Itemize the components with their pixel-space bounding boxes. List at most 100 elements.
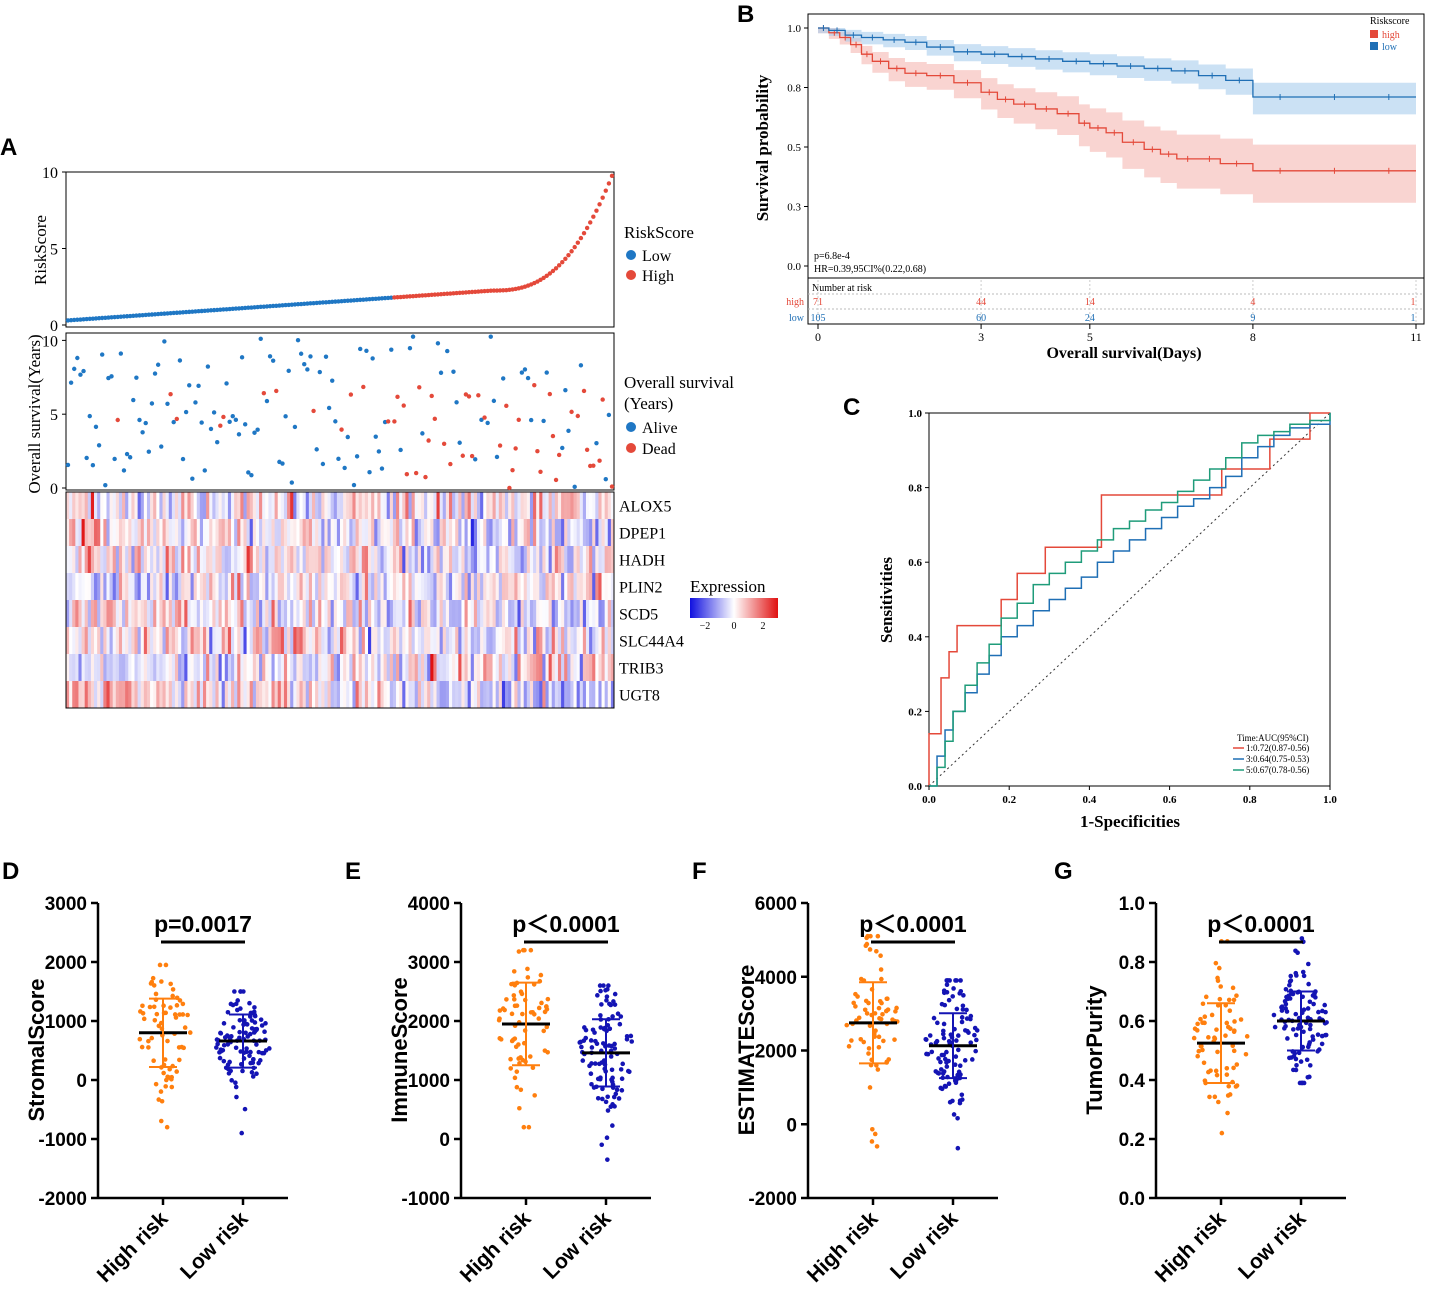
survival-ytick-label: 5 — [50, 407, 58, 424]
heatmap-cell — [545, 519, 550, 547]
heatmap-cell — [75, 600, 79, 628]
heatmap-cell — [371, 627, 375, 655]
heatmap-cell — [240, 600, 244, 628]
heatmap-cell — [237, 573, 241, 601]
heatmap-cell — [171, 573, 176, 601]
heatmap-cell — [287, 681, 291, 709]
survival-dot-alive — [435, 341, 441, 346]
survival-dot-dead — [274, 388, 279, 394]
heatmap-cell — [579, 492, 584, 520]
heatmap-cell — [87, 492, 92, 520]
heatmap-cell — [492, 600, 497, 628]
data-point — [137, 1036, 143, 1042]
heatmap-cell — [336, 681, 341, 709]
survival-dot-alive — [491, 398, 497, 404]
heatmap-cell — [234, 681, 238, 709]
heatmap-cell — [567, 600, 571, 628]
data-point — [876, 1034, 882, 1040]
heatmap-cell — [598, 519, 602, 547]
heatmap-cell — [592, 546, 596, 574]
heatmap-cell — [520, 546, 525, 574]
heatmap-cell — [589, 519, 593, 547]
heatmap-cell — [128, 627, 132, 655]
gene-label-ugt8: UGT8 — [619, 688, 660, 705]
heatmap-cell — [128, 492, 132, 520]
heatmap-cell — [396, 519, 400, 547]
heatmap-cell — [495, 627, 500, 655]
heatmap-cell — [408, 546, 413, 574]
km-xtick-label: 0 — [815, 330, 821, 344]
data-point — [261, 1050, 267, 1056]
heatmap-cell — [442, 573, 447, 601]
data-point — [944, 989, 950, 995]
heatmap-cell — [94, 492, 98, 520]
heatmap-cell — [386, 573, 391, 601]
data-point — [538, 972, 544, 978]
heatmap-cell — [311, 654, 316, 682]
heatmap-cell — [536, 627, 540, 655]
heatmap-cell — [318, 492, 322, 520]
heatmap-cell — [212, 681, 216, 709]
km-legend-title: Riskscore — [1370, 16, 1410, 27]
heatmap-cell — [318, 519, 322, 547]
heatmap-cell — [290, 600, 294, 628]
survival-dot-dead — [532, 382, 537, 388]
ytick-label: 0 — [786, 1115, 797, 1136]
heatmap-cell — [520, 573, 525, 601]
data-point — [248, 1049, 253, 1055]
roc-ytick-label: 1.0 — [908, 408, 922, 420]
heatmap-cell — [259, 681, 263, 709]
heatmap-cell — [308, 654, 313, 682]
heatmap-cell — [212, 519, 216, 547]
heatmap-cell — [364, 519, 369, 547]
survival-dot-alive — [246, 470, 251, 475]
data-point — [237, 1029, 242, 1035]
heatmap-cell — [448, 492, 453, 520]
heatmap-cell — [221, 519, 226, 547]
data-point — [233, 1045, 239, 1051]
data-point — [867, 947, 873, 952]
heatmap-cell — [187, 519, 191, 547]
data-point — [157, 962, 163, 968]
heatmap-cell — [262, 573, 266, 601]
data-point — [1287, 982, 1292, 988]
heatmap-cell — [327, 546, 332, 574]
heatmap-cell — [159, 600, 163, 628]
data-point — [892, 1037, 897, 1042]
heatmap-cell — [224, 681, 229, 709]
heatmap-cell — [358, 573, 363, 601]
heatmap-cell — [582, 573, 587, 601]
heatmap-cell — [134, 600, 139, 628]
heatmap-cell — [115, 600, 120, 628]
heatmap-cell — [557, 654, 562, 682]
heatmap-cell — [178, 492, 182, 520]
heatmap-cell — [570, 681, 574, 709]
heatmap-cell — [252, 492, 257, 520]
heatmap-cell — [100, 681, 104, 709]
heatmap-cell — [567, 492, 571, 520]
data-point — [544, 1024, 550, 1030]
roc-curve-3 — [929, 413, 1331, 787]
data-point — [532, 1093, 537, 1098]
heatmap-cell — [452, 654, 456, 682]
heatmap-cell — [174, 627, 179, 655]
heatmap-cell — [302, 681, 307, 709]
heatmap-cell — [377, 573, 381, 601]
heatmap-cell — [604, 600, 609, 628]
heatmap-cell — [296, 654, 300, 682]
heatmap-cell — [433, 519, 437, 547]
heatmap-cell — [146, 519, 151, 547]
data-point — [233, 1084, 239, 1090]
heatmap-cell — [554, 627, 559, 655]
heatmap-cell — [420, 654, 425, 682]
heatmap-cell — [215, 627, 219, 655]
heatmap-cell — [448, 654, 453, 682]
heatmap-cell — [315, 519, 319, 547]
data-point — [1319, 1033, 1325, 1039]
heatmap-cell — [501, 654, 506, 682]
heatmap-cell — [153, 573, 157, 601]
data-point — [146, 1038, 151, 1044]
heatmap-cell — [477, 573, 481, 601]
survival-ytick-label: 0 — [50, 481, 58, 498]
data-point — [1234, 1062, 1240, 1067]
